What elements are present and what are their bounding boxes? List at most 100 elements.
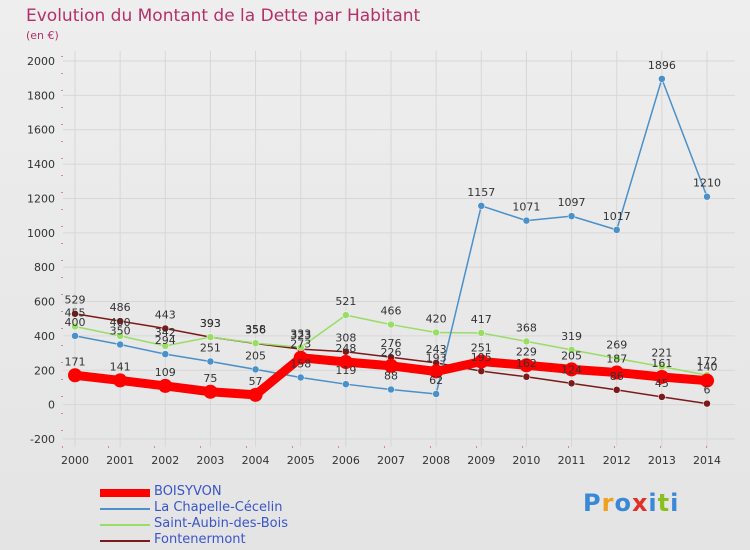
data-point (522, 337, 531, 346)
data-label: 1157 (467, 186, 495, 199)
y-tick-label: 1400 (27, 158, 55, 171)
legend-label: Fontenermont (154, 532, 246, 547)
data-point (116, 317, 124, 325)
legend-item: BOISYVON (100, 484, 360, 501)
data-point (609, 365, 624, 380)
legend-label: BOISYVON (154, 484, 222, 499)
data-point (296, 373, 305, 382)
data-label: 109 (155, 366, 176, 379)
data-label: 221 (651, 347, 672, 360)
logo-letter: t (657, 489, 671, 517)
data-label: 226 (381, 346, 402, 359)
data-label: 158 (290, 357, 311, 370)
y-tick-label: 1800 (27, 89, 55, 102)
logo-letter: x (631, 489, 649, 517)
data-point (161, 350, 170, 358)
data-label: 350 (110, 325, 131, 338)
data-point (293, 350, 308, 365)
y-tick-label: 1000 (27, 227, 55, 240)
data-point (567, 212, 576, 220)
x-tick-label: 2014 (693, 454, 721, 467)
data-label: 358 (245, 323, 266, 336)
x-tick-label: 2004 (242, 454, 270, 467)
data-point (71, 332, 79, 340)
data-point (387, 385, 395, 394)
data-label: 6 (704, 384, 711, 397)
data-point (474, 354, 489, 369)
data-point (71, 309, 79, 318)
data-label: 521 (335, 295, 356, 308)
data-label: 323 (290, 329, 311, 342)
data-point (477, 329, 486, 337)
legend-item: La Chapelle-Cécelin (100, 500, 360, 517)
legend-swatch (100, 508, 150, 510)
data-point (477, 202, 486, 210)
legend-label: Saint-Aubin-des-Bois (154, 516, 289, 531)
data-label: 342 (155, 326, 176, 339)
data-label: 171 (65, 355, 86, 368)
logo-letter: P (583, 489, 602, 517)
data-label: 62 (429, 374, 443, 387)
data-label: 356 (245, 323, 266, 336)
data-label: 319 (561, 330, 582, 343)
x-tick-label: 2002 (151, 454, 179, 467)
data-point (203, 384, 218, 399)
x-tick-label: 2001 (106, 454, 134, 467)
legend-item: Fontenermont (100, 532, 360, 549)
series-layer (68, 75, 714, 408)
data-point (432, 328, 440, 337)
x-tick-label: 2007 (377, 454, 405, 467)
data-point (248, 387, 263, 402)
data-point (522, 216, 531, 225)
logo-letter: i (648, 489, 658, 517)
data-point (432, 390, 440, 398)
data-label: 486 (110, 301, 131, 314)
data-point (251, 339, 260, 347)
y-tick-label: 200 (34, 364, 55, 377)
data-point (116, 340, 124, 349)
data-point (68, 368, 82, 383)
data-point (477, 367, 486, 375)
data-label: 455 (65, 306, 86, 319)
proxiti-logo: Proxiti (583, 489, 679, 517)
y-tick-label: -200 (30, 433, 55, 446)
y-tick-label: 2000 (27, 55, 55, 68)
data-point (654, 369, 669, 384)
data-point (519, 358, 534, 373)
y-tick-label: 1200 (27, 192, 55, 205)
data-point (206, 357, 215, 366)
data-label: 276 (381, 337, 402, 350)
y-tick-label: 0 (48, 399, 55, 412)
data-point (161, 342, 170, 350)
x-tick-label: 2000 (61, 454, 89, 467)
data-label: 57 (249, 375, 263, 388)
y-tick-label: 1600 (27, 124, 55, 137)
data-point (564, 362, 579, 377)
y-tick-label: 800 (34, 261, 55, 274)
data-point (700, 373, 714, 388)
data-label: 187 (606, 353, 627, 366)
axes: -200 0 200 400 600 800 1000 1200 1400 1600 1800 200… (27, 55, 735, 467)
data-label: 229 (516, 345, 537, 358)
data-point (612, 386, 621, 394)
data-point (429, 364, 444, 379)
data-label: 443 (155, 309, 176, 322)
data-point (338, 355, 353, 370)
data-label: 88 (384, 370, 398, 383)
legend-swatch (100, 524, 150, 526)
logo-letter: r (601, 489, 615, 517)
data-label: 75 (203, 372, 217, 385)
data-label: 172 (697, 355, 718, 368)
data-point (387, 320, 395, 329)
x-tick-label: 2012 (603, 454, 631, 467)
data-point (158, 378, 173, 393)
data-label: 124 (561, 363, 582, 376)
x-tick-label: 2013 (648, 454, 676, 467)
x-tick-label: 2003 (196, 454, 224, 467)
data-label: 251 (200, 342, 221, 355)
data-point (612, 354, 621, 363)
data-label: 119 (335, 364, 356, 377)
data-label: 294 (155, 334, 176, 347)
